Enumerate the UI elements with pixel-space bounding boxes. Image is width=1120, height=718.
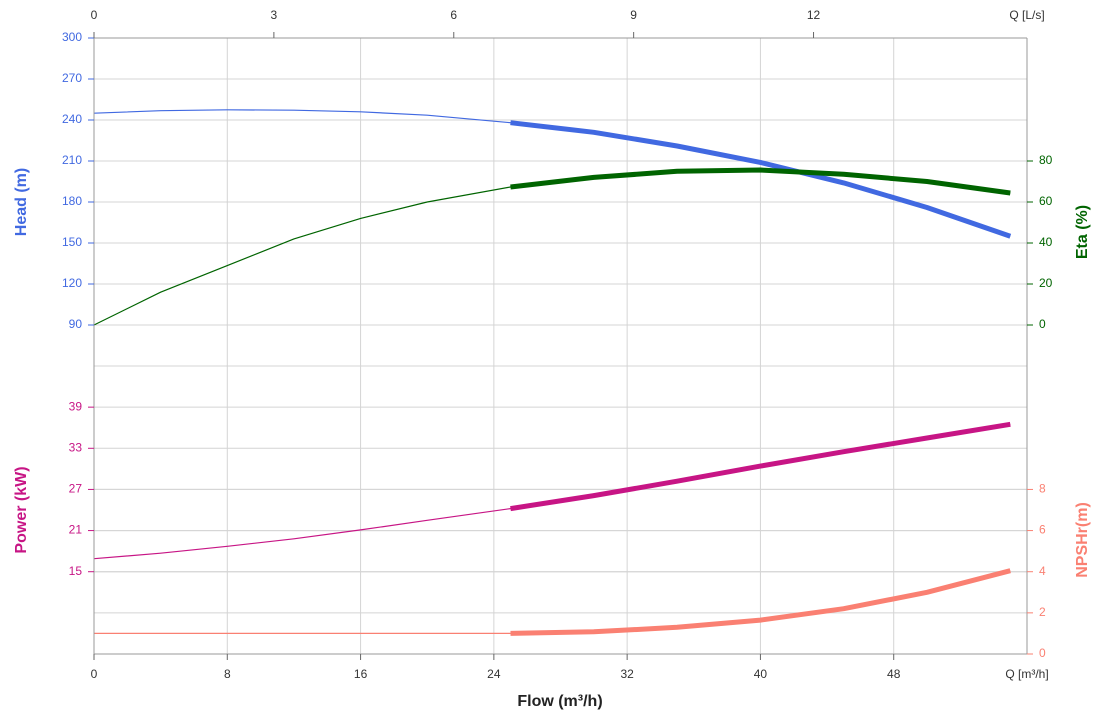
y2-axis-title: Eta (%) [1074, 205, 1091, 259]
x-tick-label: 8 [224, 667, 231, 681]
y-tick-label: 21 [69, 523, 83, 537]
y-tick-label: 150 [62, 235, 82, 249]
y-tick-label: 120 [62, 276, 82, 290]
operating-curve [510, 568, 1011, 636]
x2-tick-label: 0 [91, 8, 98, 22]
y-tick-label: 270 [62, 71, 82, 85]
y2-tick-label: 2 [1039, 605, 1046, 619]
y-tick-label: 240 [62, 112, 82, 126]
x2-unit: Q [L/s] [1009, 8, 1044, 22]
x-tick-label: 24 [487, 667, 501, 681]
x-tick-label: 48 [887, 667, 901, 681]
x-tick-label: 32 [620, 667, 634, 681]
y2-tick-label: 40 [1039, 235, 1053, 249]
y2-tick-label: 0 [1039, 317, 1046, 331]
y-tick-label: 39 [69, 399, 83, 413]
y-tick-label: 90 [69, 317, 83, 331]
y-axis-title: Head (m) [13, 168, 30, 236]
x-axis-title: Flow (m³/h) [517, 693, 602, 710]
y-tick-label: 210 [62, 153, 82, 167]
y2-tick-label: 4 [1039, 564, 1046, 578]
y2-tick-label: 20 [1039, 276, 1053, 290]
y2-tick-label: 8 [1039, 482, 1046, 496]
y-tick-label: 33 [69, 440, 83, 454]
operating-curve [510, 120, 1012, 239]
y-axis-title: Power (kW) [13, 466, 30, 553]
y2-tick-label: 0 [1039, 646, 1046, 660]
y2-tick-label: 60 [1039, 194, 1053, 208]
y2-tick-label: 80 [1039, 153, 1053, 167]
x-unit: Q [m³/h] [1005, 667, 1048, 681]
x2-tick-label: 12 [807, 8, 821, 22]
x-tick-label: 16 [354, 667, 368, 681]
y2-tick-label: 6 [1039, 523, 1046, 537]
y-tick-label: 180 [62, 194, 82, 208]
y2-axis-title: NPSHr(m) [1074, 502, 1091, 578]
x-tick-label: 40 [754, 667, 768, 681]
operating-curve [510, 421, 1011, 512]
y-tick-label: 27 [69, 482, 83, 496]
x-tick-label: 0 [91, 667, 98, 681]
y-tick-label: 300 [62, 30, 82, 44]
x2-tick-label: 9 [630, 8, 637, 22]
operating-curve [510, 167, 1011, 196]
x2-tick-label: 3 [271, 8, 278, 22]
y-tick-label: 15 [69, 564, 83, 578]
x2-tick-label: 6 [450, 8, 457, 22]
